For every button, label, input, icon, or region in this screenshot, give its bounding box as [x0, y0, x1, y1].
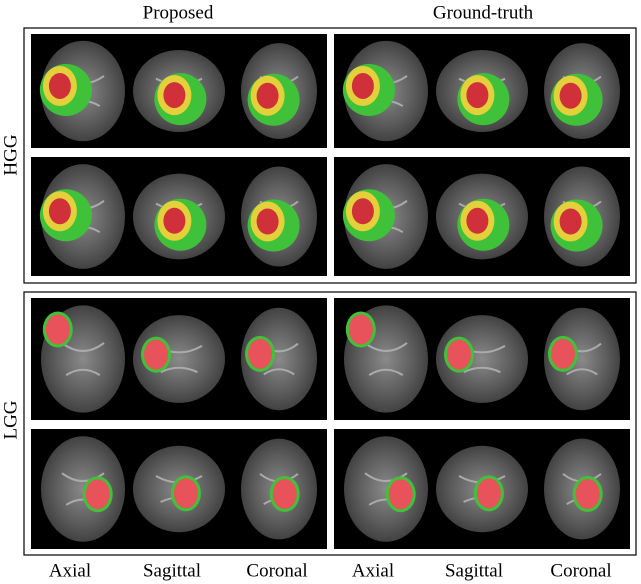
necrotic — [466, 207, 489, 234]
view-label: Coronal — [550, 560, 611, 581]
row-label: HGG — [0, 134, 21, 175]
view-label: Coronal — [246, 560, 307, 581]
column-header: Ground-truth — [433, 2, 534, 23]
brain-fold — [364, 342, 408, 376]
brain-slice — [41, 436, 125, 542]
necrotic — [163, 207, 186, 234]
view-label: Axial — [49, 560, 91, 581]
tumor-core — [551, 338, 575, 369]
tumor-core — [575, 479, 600, 510]
tumor-core — [388, 479, 413, 510]
tumor-core — [85, 479, 110, 510]
tumor-core — [348, 314, 373, 345]
brain-slice — [241, 307, 317, 411]
necrotic — [559, 82, 582, 109]
section-box — [23, 27, 637, 284]
column-header: Proposed — [143, 2, 214, 23]
necrotic — [48, 198, 71, 225]
brain-slice — [344, 436, 428, 542]
view-label: Axial — [352, 560, 394, 581]
necrotic — [466, 82, 489, 109]
brain-slice — [544, 307, 620, 411]
necrotic — [48, 72, 71, 99]
tumor-core — [476, 478, 501, 509]
tumor-core — [248, 338, 272, 369]
necrotic — [163, 82, 186, 109]
tumor-core — [272, 479, 297, 510]
view-label: Sagittal — [143, 560, 201, 581]
view-label: Sagittal — [445, 560, 503, 581]
tumor-core — [173, 478, 198, 509]
necrotic — [256, 208, 279, 235]
row-label: LGG — [0, 400, 21, 439]
necrotic — [256, 82, 279, 109]
necrotic — [351, 198, 374, 225]
necrotic — [559, 208, 582, 235]
necrotic — [351, 72, 374, 99]
tumor-core — [45, 314, 70, 345]
tumor-core — [447, 339, 471, 370]
section-box — [23, 291, 637, 556]
tumor-core — [144, 339, 168, 370]
brain-fold — [61, 342, 105, 376]
image-panels — [31, 34, 630, 549]
